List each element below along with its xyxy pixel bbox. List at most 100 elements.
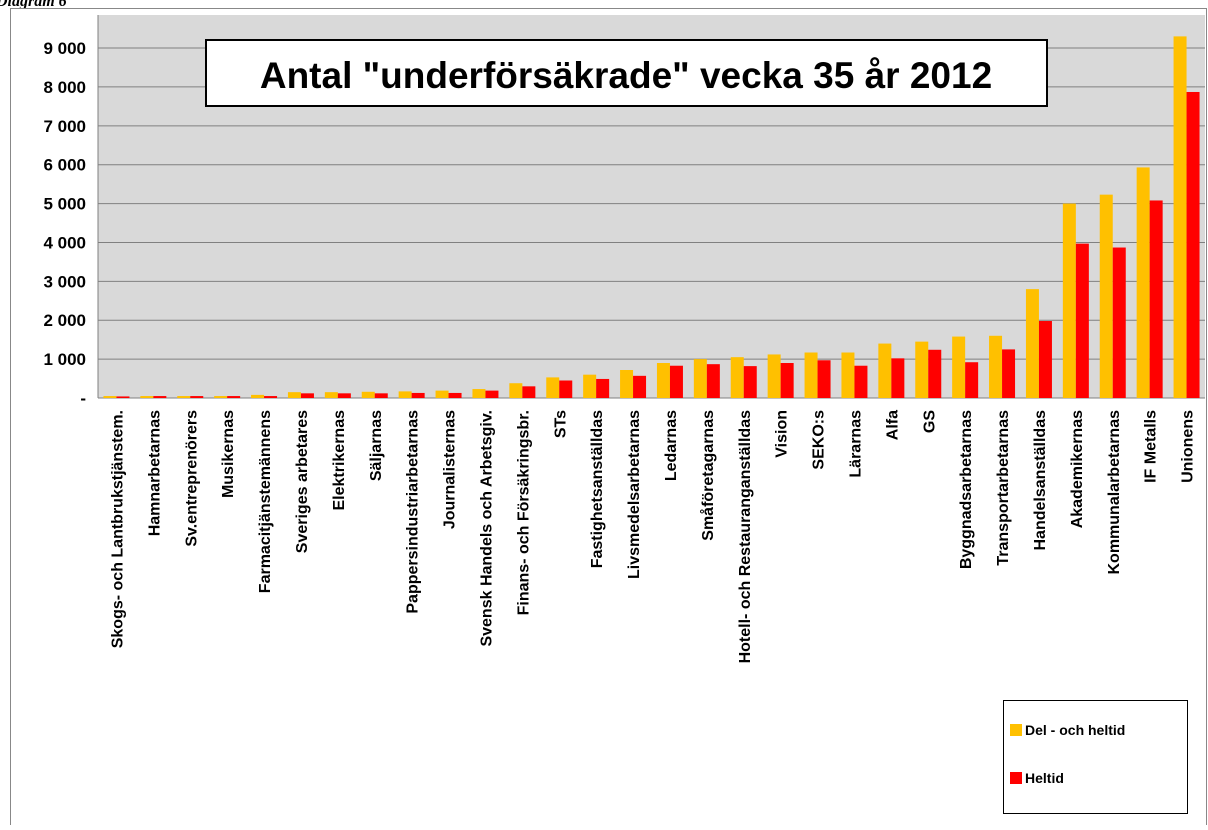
bar [546, 377, 560, 398]
bar [1149, 200, 1163, 398]
bar [1099, 194, 1113, 398]
bar [620, 370, 634, 398]
bar [656, 363, 670, 398]
x-tick-label: Sveriges arbetares [294, 410, 311, 553]
x-tick-label: GS [921, 410, 938, 433]
bar [989, 335, 1003, 398]
x-tick-label: Transportarbetarnas [995, 410, 1012, 566]
bar [509, 383, 523, 398]
x-tick-label: Hamnarbetarnas [146, 410, 163, 536]
x-tick-label: Ledarnas [663, 410, 680, 481]
bar [1186, 91, 1200, 398]
bar [952, 336, 966, 398]
bar [485, 390, 499, 398]
x-tick-label: Handelsanställdas [1032, 410, 1049, 551]
bar [1173, 36, 1187, 398]
bar [841, 352, 855, 398]
x-tick-label: Byggnadsarbetarnas [958, 410, 975, 569]
title-box [205, 39, 1048, 107]
y-tick-label: - [80, 389, 86, 408]
bar [1136, 167, 1150, 398]
x-tick-label: Fastighetsanställdas [589, 410, 606, 568]
legend-swatch [1010, 724, 1022, 736]
x-tick-label: Finans- och Försäkringsbr. [515, 410, 532, 615]
bar [1075, 243, 1089, 398]
bar [522, 386, 536, 398]
bar [928, 349, 942, 398]
bar [669, 365, 683, 398]
bar [915, 341, 929, 398]
bar [804, 352, 818, 398]
bar [1025, 289, 1039, 398]
x-tick-label: IF Metalls [1143, 410, 1160, 483]
x-tick-label: Pappersindustriarbetarnas [405, 410, 422, 614]
y-tick-label: 1 000 [43, 350, 86, 369]
x-tick-label: Kommunalarbetarnas [1106, 410, 1123, 575]
bar [251, 394, 265, 398]
legend-box [1003, 700, 1188, 814]
bar [177, 396, 191, 398]
x-tick-label: STs [552, 410, 569, 438]
bar [153, 396, 167, 398]
bar [1112, 247, 1126, 398]
bar [214, 396, 228, 398]
bar [583, 374, 597, 398]
bar [264, 396, 278, 398]
bar [361, 391, 375, 398]
bar [596, 378, 610, 398]
x-tick-label: Journalisternas [442, 410, 459, 529]
x-tick-label: Musikernas [220, 410, 237, 498]
y-tick-label: 5 000 [43, 195, 86, 214]
bar [891, 358, 905, 398]
x-tick-label: Sv.entreprenörers [183, 410, 200, 547]
bar [854, 365, 868, 398]
bar [116, 396, 130, 398]
bar [435, 390, 449, 398]
bar [448, 392, 462, 398]
bar [730, 357, 744, 398]
bar [965, 362, 979, 398]
bar [140, 396, 154, 398]
y-tick-label: 8 000 [43, 78, 86, 97]
bar [767, 354, 781, 398]
legend-label: Del - och heltid [1025, 722, 1125, 738]
bar [324, 392, 338, 398]
x-tick-label: SEKO:s [811, 410, 828, 470]
x-tick-label: Alfa [884, 410, 901, 440]
y-tick-label: 2 000 [43, 311, 86, 330]
x-tick-label: Livsmedelsarbetarnas [626, 410, 643, 579]
y-tick-label: 7 000 [43, 117, 86, 136]
x-tick-label: Elektrikernas [331, 410, 348, 511]
x-tick-label: Hotell- och Restauranganställdas [737, 410, 754, 663]
bar [472, 389, 486, 398]
bar [743, 366, 757, 398]
x-tick-label: Skogs- och Lantbrukstjänstem. [109, 410, 126, 648]
bar [780, 363, 794, 398]
x-tick-label: Farmacitjänstemännens [257, 410, 274, 593]
y-tick-label: 3 000 [43, 272, 86, 291]
y-tick-label: 6 000 [43, 156, 86, 175]
x-tick-label: Småföretagarnas [699, 410, 717, 541]
bar [227, 396, 241, 398]
bar [817, 360, 831, 398]
bar [693, 359, 707, 398]
bar [337, 393, 351, 398]
bar [878, 343, 892, 398]
chart-title: Antal "underförsäkrade" vecka 35 år 2012 [260, 55, 992, 96]
legend-swatch [1010, 772, 1022, 784]
bar [190, 396, 204, 398]
bar [411, 392, 425, 398]
caption: Diagram 6 [0, 0, 67, 10]
bar [559, 380, 573, 398]
y-tick-label: 9 000 [43, 39, 86, 58]
bar [1062, 203, 1076, 398]
x-tick-label: Svensk Handels och Arbetsgiv. [478, 410, 495, 647]
bar [398, 391, 412, 398]
bar [287, 392, 301, 398]
x-tick-label: Säljarnas [368, 410, 385, 481]
bar [706, 364, 720, 398]
x-tick-label: Vision [774, 410, 791, 458]
bar [633, 375, 647, 398]
